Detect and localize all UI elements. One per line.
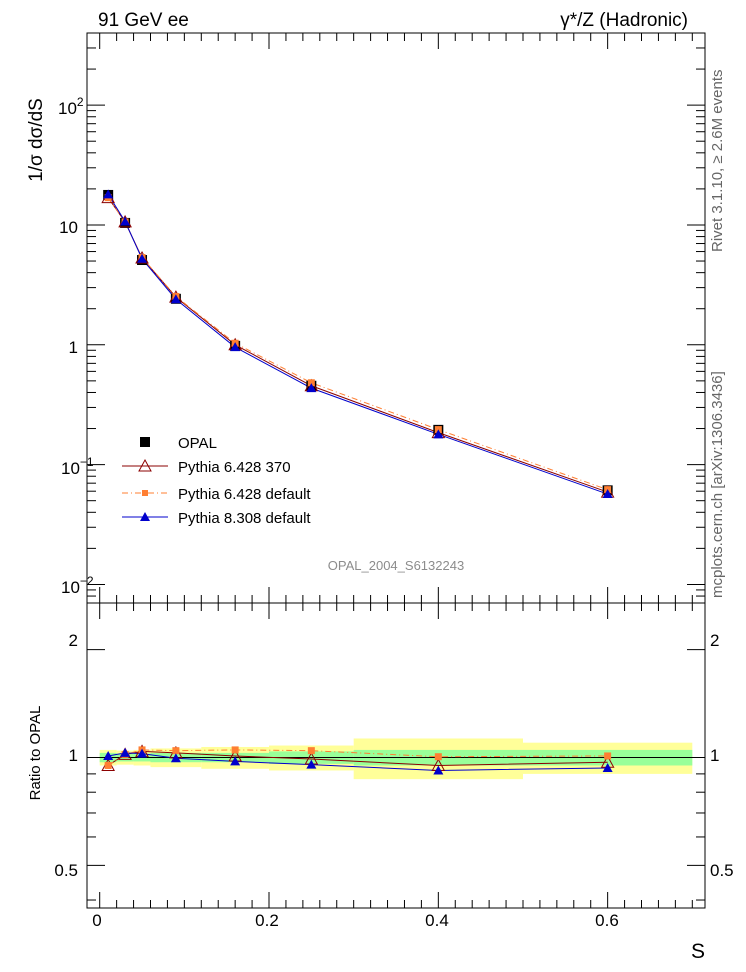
legend-marker-py8 — [140, 512, 150, 521]
main-y-tick-m1: 10−1 — [61, 455, 94, 478]
x-tick-0.2: 0.2 — [255, 911, 279, 930]
ratio-point-pythia-8-308-default-3 — [170, 753, 181, 763]
main-point-pythia-8-308-default-3 — [170, 294, 181, 304]
main-point-pythia-8-308-default-4 — [230, 342, 241, 352]
ratio-y-tick-1: 1 — [69, 746, 78, 765]
main-point-pythia-8-308-default-5 — [306, 383, 317, 393]
main-point-pythia-8-308-default-2 — [137, 253, 148, 263]
main-point-pythia-8-308-default-6 — [433, 429, 444, 439]
main-point-pythia-8-308-default-0 — [103, 189, 114, 199]
legend: OPAL Pythia 6.428 370 Pythia 6.428 defau… — [122, 435, 311, 527]
main-line-pythia-6-428-default — [107, 197, 608, 491]
main-point-pythia-6-428-default-5 — [307, 379, 315, 387]
legend-marker-py6-default — [142, 490, 148, 496]
main-y-tick-p2: 102 — [58, 95, 84, 118]
ratio-y-tick-1-right: 1 — [710, 746, 719, 765]
legend-label-py8: Pythia 8.308 default — [178, 510, 311, 527]
ratio-point-pythia-8-308-default-2 — [137, 748, 148, 758]
legend-label-py6-default: Pythia 6.428 default — [178, 486, 311, 503]
main-y-label: 1/σ dσ/dS — [26, 98, 47, 182]
main-y-tick-m2: 10−2 — [61, 574, 94, 597]
ratio-point-pythia-6-428-default-6 — [434, 753, 442, 761]
ratio-point-pythia-8-308-default-4 — [230, 756, 241, 766]
ratio-series-markers — [101, 744, 615, 775]
main-y-tick-p0: 1 — [69, 338, 78, 357]
plot-frames — [86, 32, 706, 909]
ratio-point-pythia-8-308-default-1 — [120, 747, 131, 757]
main-y-ticks: 10−2 10−1 1 10 102 — [58, 95, 94, 597]
legend-entry-py8: Pythia 8.308 default — [122, 510, 311, 527]
tick-marks — [87, 32, 705, 908]
legend-marker-opal — [140, 437, 150, 447]
main-point-pythia-8-308-default-1 — [120, 216, 131, 226]
ratio-plot-frame — [86, 602, 706, 909]
ratio-y-tick-0.5-right: 0.5 — [710, 861, 734, 880]
x-tick-0: 0 — [92, 911, 101, 930]
ratio-point-pythia-6-428-default-0 — [104, 761, 112, 769]
mcplots-label: mcplots.cern.ch [arXiv:1306.3436] — [709, 371, 726, 598]
analysis-watermark: OPAL_2004_S6132243 — [328, 558, 464, 573]
legend-label-py6-370: Pythia 6.428 370 — [178, 459, 291, 476]
main-point-pythia-8-308-default-7 — [602, 489, 613, 499]
ratio-point-pythia-6-428-default-4 — [231, 746, 239, 754]
x-tick-0.4: 0.4 — [425, 911, 449, 930]
header-left: 91 GeV ee — [98, 10, 189, 31]
ratio-point-pythia-8-308-default-5 — [306, 759, 317, 769]
ratio-point-pythia-6-428-default-5 — [307, 747, 315, 755]
legend-entry-opal: OPAL — [140, 435, 217, 452]
ratio-y-ticks: 0.5 1 2 0.5 1 2 — [54, 631, 733, 880]
ratio-y-label: Ratio to OPAL — [27, 706, 44, 801]
legend-label-opal: OPAL — [178, 435, 217, 452]
ratio-y-tick-0.5: 0.5 — [54, 861, 78, 880]
ratio-y-tick-2: 2 — [69, 631, 78, 650]
ratio-point-pythia-6-428-default-3 — [172, 747, 180, 755]
ratio-y-tick-2-right: 2 — [710, 631, 719, 650]
ratio-point-pythia-8-308-default-7 — [602, 762, 613, 772]
rivet-label: Rivet 3.1.10, ≥ 2.6M events — [709, 70, 726, 253]
header-right: γ*/Z (Hadronic) — [560, 10, 688, 31]
main-y-tick-p1: 10 — [59, 218, 78, 237]
legend-marker-py6-370 — [138, 458, 152, 472]
ratio-line-pythia-6-428-default — [107, 749, 608, 766]
ratio-point-pythia-8-308-default-6 — [433, 765, 444, 775]
x-ticks: 0 0.2 0.4 0.6 — [92, 911, 619, 930]
x-axis-label: S — [691, 940, 705, 963]
ratio-point-pythia-8-308-default-0 — [103, 750, 114, 760]
ratio-point-pythia-6-428-default-7 — [604, 752, 612, 760]
legend-entry-py6-370: Pythia 6.428 370 — [122, 458, 291, 476]
main-series-markers — [101, 189, 615, 499]
x-tick-0.6: 0.6 — [595, 911, 619, 930]
legend-entry-py6-default: Pythia 6.428 default — [122, 486, 311, 503]
